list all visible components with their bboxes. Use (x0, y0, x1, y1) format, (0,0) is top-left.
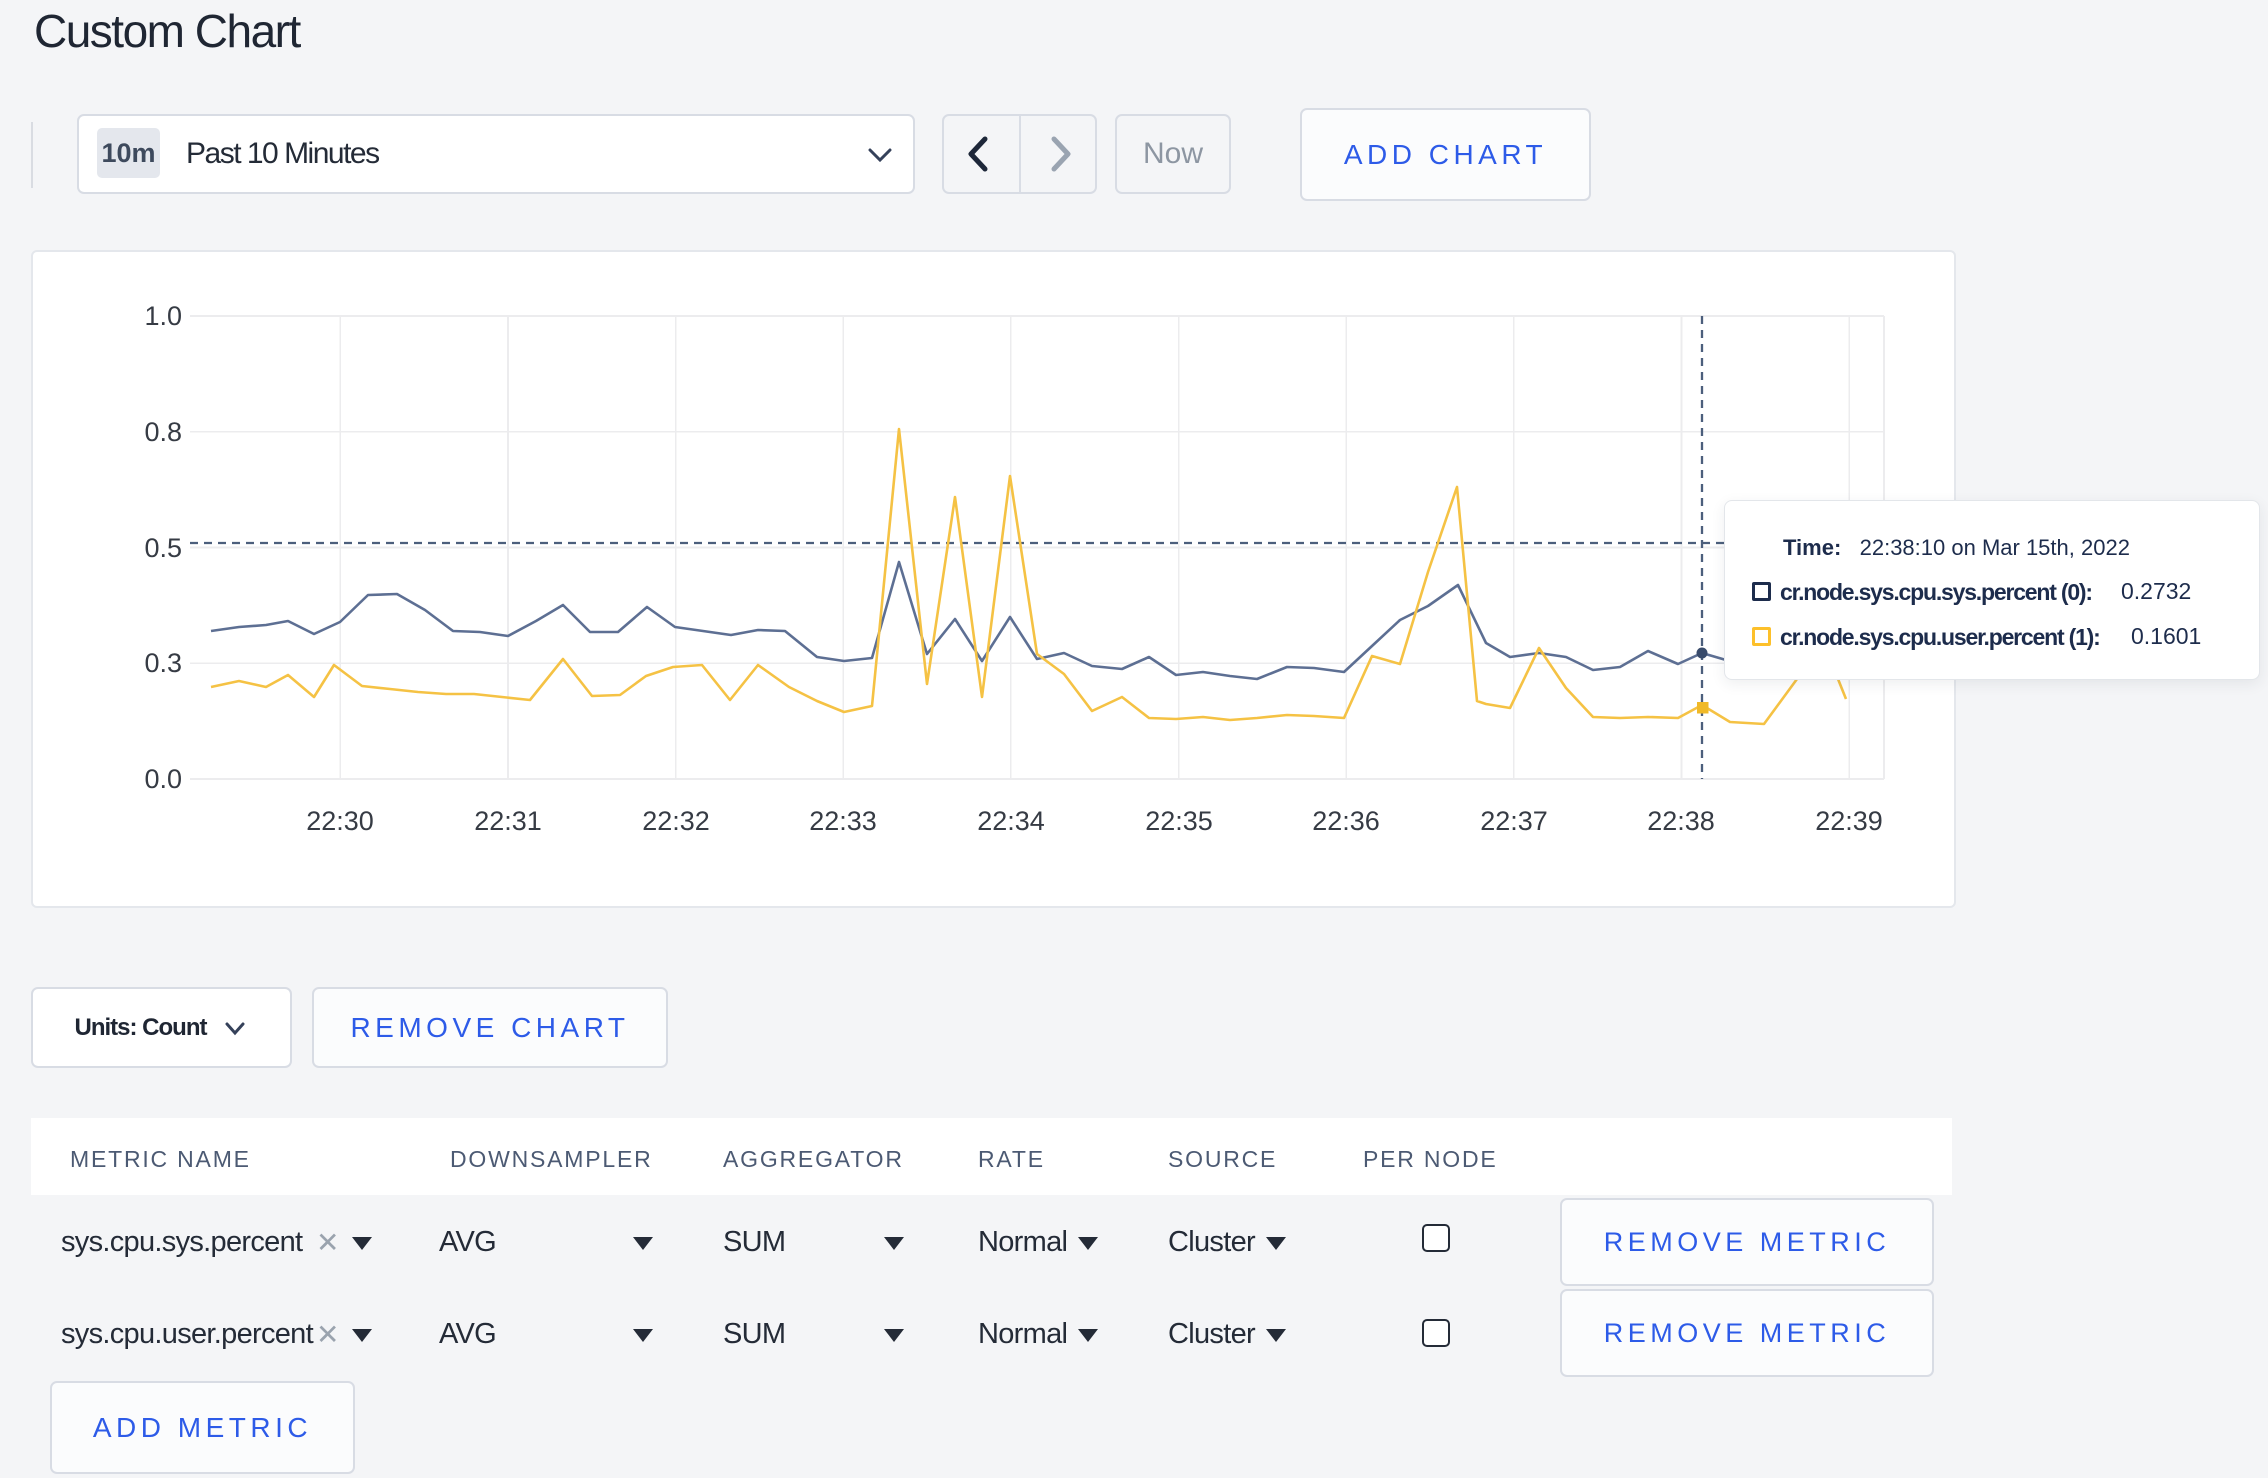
svg-text:0.0: 0.0 (144, 764, 182, 794)
svg-text:22:32: 22:32 (642, 806, 710, 836)
svg-text:22:39: 22:39 (1815, 806, 1883, 836)
svg-text:22:34: 22:34 (977, 806, 1045, 836)
svg-text:1.0: 1.0 (144, 301, 182, 331)
svg-text:22:30: 22:30 (306, 806, 374, 836)
svg-text:22:33: 22:33 (809, 806, 877, 836)
svg-text:22:35: 22:35 (1145, 806, 1213, 836)
svg-text:22:38: 22:38 (1647, 806, 1715, 836)
svg-text:22:36: 22:36 (1312, 806, 1380, 836)
svg-text:0.3: 0.3 (144, 648, 182, 678)
svg-text:0.5: 0.5 (144, 533, 182, 563)
svg-text:0.8: 0.8 (144, 417, 182, 447)
svg-text:22:31: 22:31 (474, 806, 542, 836)
svg-text:22:37: 22:37 (1480, 806, 1548, 836)
